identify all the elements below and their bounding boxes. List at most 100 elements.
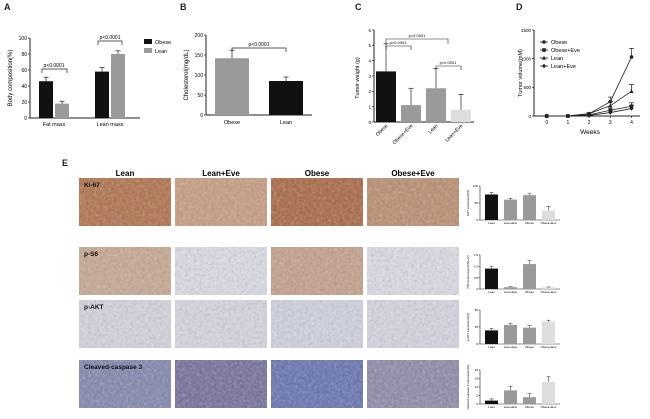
panel-d-y-tick-label: 1000 — [521, 56, 532, 61]
panel-a-y-tick-label: 20 — [21, 100, 27, 106]
panel-e-ihc-texture — [175, 178, 267, 226]
panel-e-ihc-texture — [175, 360, 267, 408]
panel-e-mini-bar — [542, 381, 555, 404]
panel-e-mini-y-tick-label: 5 — [476, 394, 478, 398]
panel-d-point — [608, 103, 613, 108]
panel-d-x-tick-label: 2 — [588, 120, 591, 126]
panel-c-annotation-3: p<0.0001 — [440, 60, 458, 65]
panel-e-mini-x-tick-label: Obese — [525, 221, 534, 225]
panel-c-chart: 0 1 2 3 4 5 6 Tumor weight (g) Obese Obese+Eve L… — [355, 28, 474, 146]
panel-e-row-label: p-S6 — [84, 251, 98, 258]
panel-e-mini-bar — [523, 264, 536, 289]
panel-d-chart: 0 500 1000 1500 0 1 2 3 4 Tumor volume(mM) Weeks… — [518, 28, 640, 136]
panel-e-mini-x-tick-label: Obese+Eve — [541, 405, 557, 409]
panel-e-ihc-texture — [175, 300, 267, 348]
panel-c-annotation-1: p<0.0001 — [390, 40, 408, 45]
panel-e-mini-x-tick-label: Lean+Eve — [504, 290, 518, 294]
panel-e-column-header: Obese+Eve — [391, 169, 435, 178]
panel-e-mini-bar — [523, 397, 536, 404]
panel-a-legend-obese: Obese — [155, 40, 171, 46]
panel-d-y-tick-label: 1500 — [521, 28, 532, 33]
panel-d-x-tick-label: 1 — [567, 120, 570, 126]
panel-e-mini-x-tick-label: Obese — [525, 345, 534, 349]
panel-e-mini-y-tick-label: 25 — [475, 325, 479, 329]
panel-c-y-tick-label: 5 — [368, 43, 371, 48]
panel-e-row-label: Ki-67 — [84, 182, 100, 189]
panel-e-mini-y-tick-label: 1.5 — [474, 253, 479, 257]
panel-b-x-tick-lean: Lean — [280, 120, 292, 126]
panel-e-row-label: p-AKT — [84, 304, 104, 311]
panel-e-ihc-texture — [367, 300, 459, 348]
panel-e-mini-y-tick-label: 50 — [475, 308, 479, 312]
panel-c-y-tick-label: 2 — [368, 89, 371, 94]
panel-e-mini-x-tick-label: Obese — [525, 405, 534, 409]
panel-d-legend-marker — [542, 63, 546, 69]
panel-c-bracket-3 — [435, 65, 462, 70]
panel-e-mini-x-tick-label: Lean+Eve — [504, 345, 518, 349]
panel-letter-b: B — [180, 2, 187, 12]
panel-c-y-tick-label: 3 — [368, 74, 371, 79]
panel-c-bar — [376, 71, 396, 122]
panel-d-point — [587, 113, 592, 118]
panel-b-annotation: p<0.0001 — [249, 42, 270, 48]
panel-d-y-tick-label: 500 — [523, 85, 531, 90]
panel-letter-d: D — [516, 2, 523, 12]
panel-letter-a: A — [4, 2, 11, 12]
panel-b-y-tick-label: 150 — [195, 53, 204, 59]
panel-c-y-tick-label: 0 — [368, 120, 371, 125]
panel-e-mini-y-tick-label: 50 — [475, 201, 479, 205]
panel-e-ihc-texture — [367, 247, 459, 295]
panel-d-legend-marker — [542, 55, 546, 60]
panel-c-x-tick-label: Obese — [375, 123, 390, 138]
panel-e-mini-x-tick-label: Obese+Eve — [541, 221, 557, 225]
panel-a-bar-obese — [95, 71, 109, 118]
panel-e-figure: Lean Lean+Eve Obese Obese+Eve Ki-67 p-S6 p-AK… — [79, 169, 560, 409]
panel-e-mini-x-tick-label: Lean — [488, 221, 495, 225]
panel-letter-c: C — [355, 2, 362, 12]
panel-e-mini-y-label: cleaved caspase 3 expression(%) — [466, 365, 470, 410]
panel-a-bracket-lean — [97, 40, 123, 45]
panel-d-y-tick-label: 0 — [528, 114, 531, 119]
panel-b-bracket — [231, 47, 287, 52]
panel-a-bracket-fat — [41, 68, 68, 73]
panel-c-bar — [401, 105, 421, 122]
panel-e-ihc-texture — [367, 178, 459, 226]
panel-e-ihc-texture — [367, 360, 459, 408]
panel-a-chart: 0 20 40 60 80 100 Body composition(%) Fat mas… — [8, 35, 171, 128]
panel-b-y-tick-label: 200 — [195, 33, 204, 39]
panel-e-mini-y-tick-label: 0 — [476, 402, 478, 406]
panel-d-x-tick-label: 3 — [609, 120, 612, 126]
panel-c-bar — [451, 109, 471, 122]
panel-e-mini-x-tick-label: Lean — [488, 345, 495, 349]
panel-b-y-tick-label: 100 — [195, 73, 204, 79]
panel-a-bar-lean — [111, 54, 125, 118]
panel-d-legend-marker — [542, 40, 546, 44]
panel-b-bar — [215, 58, 249, 115]
panel-e-ihc-texture — [79, 360, 171, 408]
panel-d-point — [629, 106, 634, 111]
panel-e-mini-bar — [504, 390, 517, 404]
panel-e-column-header: Lean — [116, 169, 135, 178]
panel-c-bar — [426, 88, 446, 122]
panel-d-x-tick-label: 0 — [545, 120, 548, 126]
panel-e-mini-y-tick-label: 15 — [475, 377, 479, 381]
panel-e-mini-bar — [523, 195, 536, 220]
panel-e-ihc-texture — [271, 360, 363, 408]
panel-a-x-tick-fat-mass: Fat mass — [43, 122, 66, 128]
panel-e-mini-y-tick-label: 1.0 — [474, 265, 479, 269]
panel-b-x-tick-obese: Obese — [224, 120, 240, 126]
panel-d-legend-label: Obese+Eve — [551, 48, 580, 54]
panel-e-mini-bar — [485, 330, 498, 344]
panel-e-mini-y-tick-label: 0 — [476, 342, 478, 346]
panel-e-mini-y-label: pS6 expression(%Score) — [466, 255, 470, 288]
panel-e-mini-y-tick-label: 100 — [473, 184, 478, 188]
panel-e-mini-x-tick-label: Lean+Eve — [504, 221, 518, 225]
panel-b-y-tick-label: 50 — [197, 93, 203, 99]
panel-a-y-tick-label: 0 — [24, 116, 27, 122]
panel-e-mini-y-tick-label: 10 — [475, 385, 479, 389]
panel-e-mini-x-tick-label: Obese+Eve — [541, 290, 557, 294]
panel-e-mini-bar — [523, 327, 536, 344]
panel-a-x-tick-lean-mass: Lean mass — [97, 122, 124, 128]
panel-c-y-tick-label: 6 — [368, 28, 371, 33]
